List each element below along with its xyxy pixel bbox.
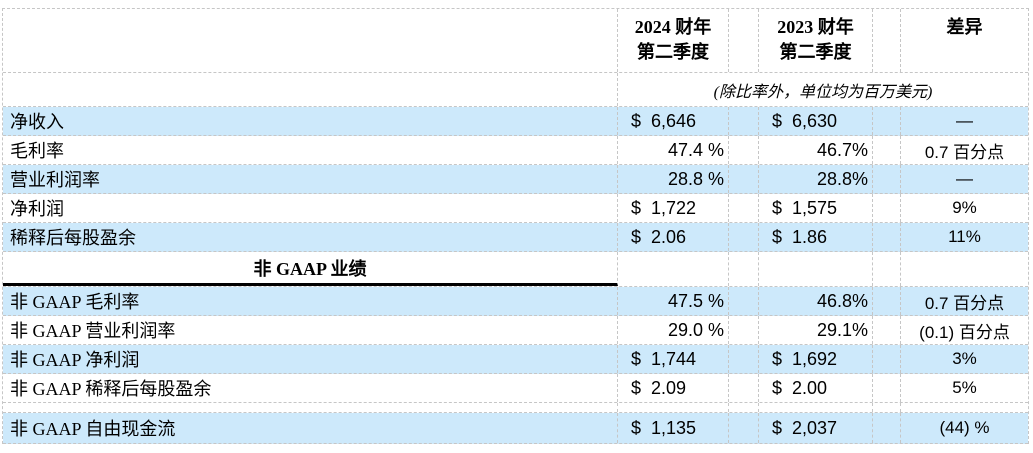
row-label: 非 GAAP 稀释后每股盈余 [3,374,618,402]
value-2024: 29.0 % [618,316,729,344]
spacer-cell [873,316,901,344]
difference-value: 0.7 百分点 [924,293,1005,313]
table-row-nongaap-free-cash-flow: 非 GAAP 自由现金流 $ 1,135 $ 2,037 (44) % [3,413,1028,444]
difference-value: — [956,111,973,130]
column-header-2024-line1: 2024 财年 [634,17,712,37]
row-label: 非 GAAP 毛利率 [3,287,618,315]
row-label: 净收入 [3,107,618,135]
column-header-2023-q2: 2023 财年 第二季度 [759,9,873,72]
value-2024: 47.4 % [618,136,729,164]
spacer-cell [729,194,759,222]
row-label: 营业利润率 [3,165,618,193]
spacer-cell [729,9,759,72]
units-note: (除比率外，单位均为百万美元) [713,83,933,101]
note-label-spacer [3,73,618,106]
column-header-2023-line1: 2023 财年 [777,17,854,37]
column-header-2024-line2: 第二季度 [637,42,709,62]
value-2024: $ 2.09 [618,374,729,402]
spacer-cell [729,374,759,402]
spacer-row [3,403,1028,413]
table-row-nongaap-operating-margin: 非 GAAP 营业利润率 29.0 % 29.1% (0.1) 百分点 [3,316,1028,345]
spacer-cell [729,345,759,373]
spacer-cell [873,223,901,251]
units-note-row: (除比率外，单位均为百万美元) [3,73,1028,107]
spacer-cell [729,165,759,193]
value-2023: 28.8% [759,165,873,193]
spacer-cell [729,316,759,344]
value-2023: $ 6,630 [759,107,873,135]
table-row-net-revenue: 净收入 $ 6,646 $ 6,630 — [3,107,1028,136]
table-row-operating-margin: 营业利润率 28.8 % 28.8% — [3,165,1028,194]
row-label: 净利润 [3,194,618,222]
table-row-nongaap-diluted-eps: 非 GAAP 稀释后每股盈余 $ 2.09 $ 2.00 5% [3,374,1028,403]
spacer-cell [729,252,759,286]
spacer-cell [873,9,901,72]
value-2024: $ 6,646 [618,107,729,135]
spacer-cell [759,252,873,286]
value-2024: 28.8 % [618,165,729,193]
value-2023: $ 1,692 [759,345,873,373]
row-label: 非 GAAP 营业利润率 [3,316,618,344]
value-2024: $ 2.06 [618,223,729,251]
value-2023: $ 1.86 [759,223,873,251]
spacer-cell [729,413,759,443]
row-label: 毛利率 [3,136,618,164]
spacer-cell [873,374,901,402]
value-2024: $ 1,744 [618,345,729,373]
value-2024: 47.5 % [618,287,729,315]
spacer-cell [873,194,901,222]
spacer-cell [729,136,759,164]
spacer-cell [873,252,901,286]
difference-value: — [956,169,973,188]
spacer-cell [873,413,901,443]
difference-value: 3% [952,349,977,368]
spacer-cell [873,107,901,135]
spacer-cell [873,165,901,193]
column-header-2023-line2: 第二季度 [779,42,852,62]
column-header-difference: 差异 [946,17,983,37]
row-label: 非 GAAP 自由现金流 [3,413,618,443]
difference-value: 11% [948,227,981,246]
value-2023: $ 2.00 [759,374,873,402]
header-row: 2024 财年 第二季度 2023 财年 第二季度 差异 [3,9,1028,73]
difference-value: (44) % [939,418,990,437]
column-header-2024-q2: 2024 财年 第二季度 [618,9,729,72]
table-row-gross-margin: 毛利率 47.4 % 46.7% 0.7 百分点 [3,136,1028,165]
section-header-row: 非 GAAP 业绩 [3,252,1028,287]
value-2023: $ 1,575 [759,194,873,222]
spacer-cell [901,252,1028,286]
spacer-cell [873,345,901,373]
difference-value: 0.7 百分点 [924,142,1005,162]
difference-value: 5% [952,378,977,397]
value-2023: 46.7% [759,136,873,164]
value-2023: $ 2,037 [759,413,873,443]
value-2024: $ 1,722 [618,194,729,222]
header-label-spacer [3,9,618,72]
section-header-non-gaap: 非 GAAP 业绩 [3,252,618,286]
spacer-cell [729,107,759,135]
row-label: 非 GAAP 净利润 [3,345,618,373]
difference-value: 9% [952,198,977,217]
table-row-diluted-eps: 稀释后每股盈余 $ 2.06 $ 1.86 11% [3,223,1028,252]
difference-value: (0.1) 百分点 [919,322,1010,342]
table-row-net-income: 净利润 $ 1,722 $ 1,575 9% [3,194,1028,223]
spacer-cell [729,223,759,251]
spacer-cell [873,287,901,315]
financial-results-table: 2024 财年 第二季度 2023 财年 第二季度 差异 (除比率外，单位均为百… [2,8,1029,444]
spacer-cell [618,252,729,286]
spacer-cell [873,136,901,164]
table-row-nongaap-net-income: 非 GAAP 净利润 $ 1,744 $ 1,692 3% [3,345,1028,374]
value-2023: 46.8% [759,287,873,315]
row-label: 稀释后每股盈余 [3,223,618,251]
table-row-nongaap-gross-margin: 非 GAAP 毛利率 47.5 % 46.8% 0.7 百分点 [3,287,1028,316]
value-2024: $ 1,135 [618,413,729,443]
value-2023: 29.1% [759,316,873,344]
spacer-cell [729,287,759,315]
